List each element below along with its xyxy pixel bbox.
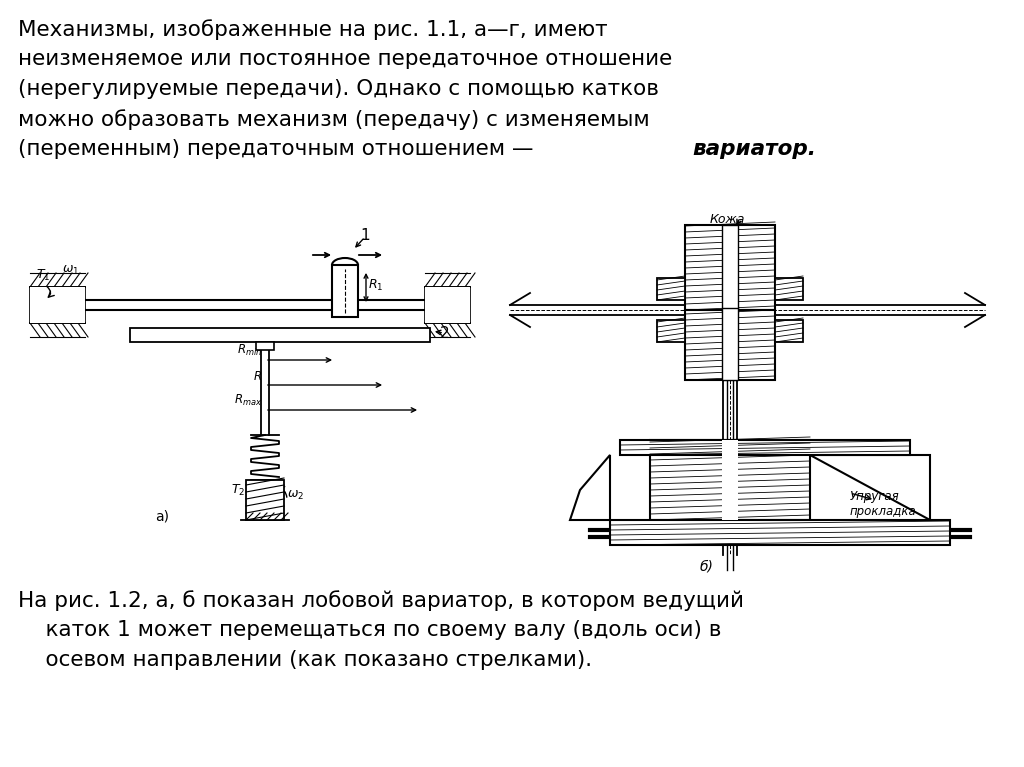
Text: $T_2$: $T_2$: [230, 482, 245, 498]
Text: $T_1$: $T_1$: [36, 268, 50, 283]
Bar: [246, 480, 284, 520]
Text: Механизмы, изображенные на рис. 1.1, а—г, имеют: Механизмы, изображенные на рис. 1.1, а—г…: [18, 19, 607, 40]
Text: 1: 1: [360, 228, 370, 242]
Text: (переменным) передаточным отношением —: (переменным) передаточным отношением —: [18, 139, 541, 159]
Bar: [685, 310, 775, 380]
Text: $\omega_1$: $\omega_1$: [62, 264, 79, 277]
Text: 2: 2: [440, 325, 450, 341]
Bar: [332, 265, 358, 317]
Text: $\omega_2$: $\omega_2$: [287, 489, 304, 502]
Bar: [722, 308, 738, 380]
Bar: [775, 278, 803, 300]
Text: $R_1$: $R_1$: [368, 278, 383, 292]
Bar: [256, 342, 274, 350]
Text: (нерегулируемые передачи). Однако с помощью катков: (нерегулируемые передачи). Однако с помо…: [18, 79, 658, 99]
Text: а): а): [155, 510, 169, 524]
Bar: [620, 440, 910, 455]
Bar: [425, 287, 470, 323]
Bar: [657, 278, 685, 300]
Bar: [775, 320, 803, 342]
Text: можно образовать механизм (передачу) с изменяемым: можно образовать механизм (передачу) с и…: [18, 109, 650, 130]
Polygon shape: [810, 455, 930, 520]
Text: осевом направлении (как показано стрелками).: осевом направлении (как показано стрелка…: [18, 650, 592, 670]
Text: $R$: $R$: [253, 370, 262, 383]
Text: Кожа: Кожа: [710, 213, 745, 226]
Bar: [610, 520, 950, 545]
Text: $R_{min}$: $R_{min}$: [237, 343, 262, 358]
Text: $R_{max}$: $R_{max}$: [233, 393, 262, 408]
Text: На рис. 1.2, а, б показан лобовой вариатор, в котором ведущий: На рис. 1.2, а, б показан лобовой вариат…: [18, 590, 744, 611]
Text: каток 1 может перемещаться по своему валу (вдоль оси) в: каток 1 может перемещаться по своему вал…: [18, 620, 721, 640]
Text: вариатор.: вариатор.: [692, 139, 816, 159]
Bar: [685, 225, 775, 310]
Text: б): б): [700, 560, 714, 574]
Bar: [650, 440, 810, 520]
Polygon shape: [570, 455, 610, 520]
Text: неизменяемое или постоянное передаточное отношение: неизменяемое или постоянное передаточное…: [18, 49, 672, 69]
Bar: [30, 287, 85, 323]
Bar: [657, 320, 685, 342]
Text: Упругая
прокладка: Упругая прокладка: [850, 490, 916, 518]
Bar: [722, 225, 738, 312]
Bar: [722, 440, 738, 520]
Bar: [130, 328, 430, 342]
